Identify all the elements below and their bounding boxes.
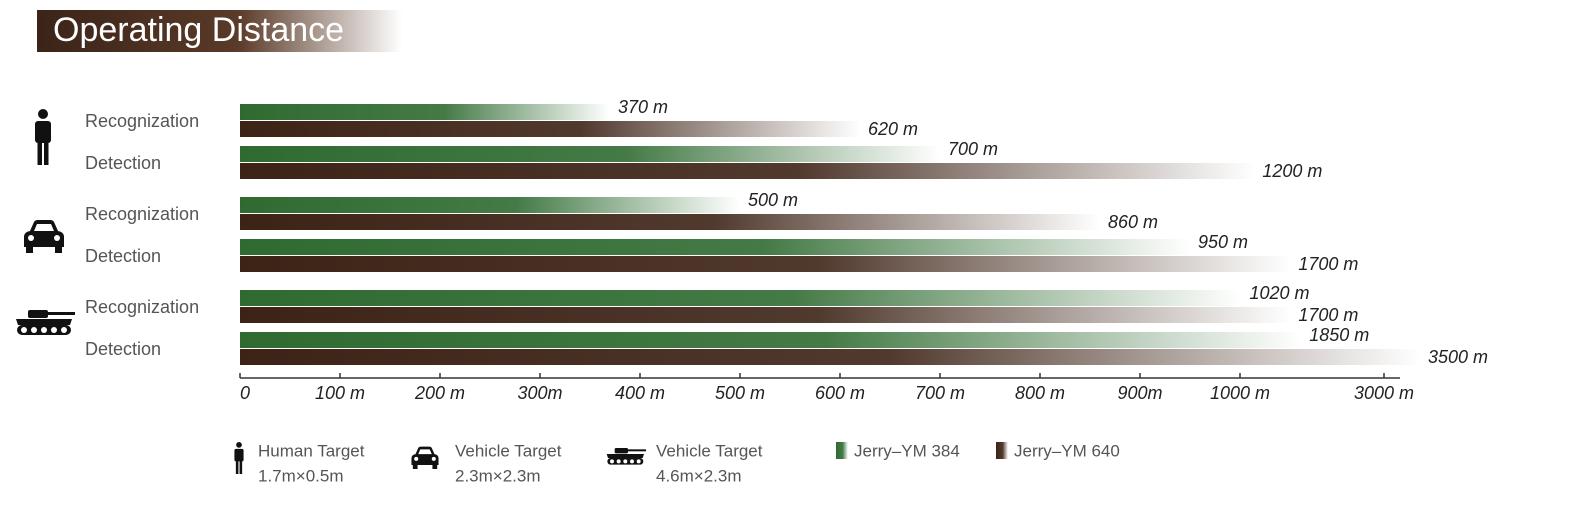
value-label: 950 m [1198, 232, 1248, 252]
x-tick-label: 500 m [715, 383, 765, 403]
legend-human-icon [234, 442, 244, 474]
value-label: 1020 m [1249, 283, 1309, 303]
x-tick-label: 300m [517, 383, 562, 403]
value-label: 1200 m [1262, 161, 1322, 181]
value-label: 370 m [618, 97, 668, 117]
legend-target-size: 1.7m×0.5m [258, 466, 344, 485]
category-label: Detection [85, 153, 161, 173]
category-label: Detection [85, 246, 161, 266]
legend-car-icon [411, 446, 439, 469]
bar [240, 332, 1302, 348]
x-tick-label: 900m [1117, 383, 1162, 403]
bar [240, 256, 1291, 272]
bar [240, 290, 1242, 306]
bar [240, 146, 940, 162]
category-label: Recognization [85, 204, 199, 224]
x-tick-label: 400 m [615, 383, 665, 403]
legend-swatch [996, 442, 1008, 459]
category-label: Recognization [85, 297, 199, 317]
value-label: 700 m [948, 139, 998, 159]
value-label: 620 m [868, 119, 918, 139]
x-tick-label: 600 m [815, 383, 865, 403]
x-tick-label: 0 [240, 383, 250, 403]
bar [240, 239, 1190, 255]
legend-target-size: 4.6m×2.3m [656, 466, 742, 485]
value-label: 1700 m [1298, 305, 1358, 325]
legend-swatch [836, 442, 848, 459]
legend-target-name: Vehicle Target [656, 441, 763, 460]
bar [240, 197, 740, 213]
legend-target-name: Human Target [258, 441, 365, 460]
car-icon [24, 220, 64, 253]
x-tick-label: 800 m [1015, 383, 1065, 403]
value-label: 860 m [1108, 212, 1158, 232]
x-tick-label: 700 m [915, 383, 965, 403]
chart-title: Operating Distance [53, 11, 344, 49]
value-label: 1850 m [1309, 325, 1369, 345]
category-label: Detection [85, 339, 161, 359]
x-tick-label: 3000 m [1354, 383, 1414, 403]
x-tick-label: 100 m [315, 383, 365, 403]
bar [240, 307, 1291, 323]
bar [240, 214, 1100, 230]
value-label: 3500 m [1428, 347, 1488, 367]
bar [240, 163, 1255, 179]
bar [240, 104, 610, 120]
tank-icon [16, 310, 75, 335]
legend-label: Jerry–YM 384 [854, 441, 960, 460]
legend-target-name: Vehicle Target [455, 441, 562, 460]
legend-label: Jerry–YM 640 [1014, 441, 1120, 460]
title-banner [37, 10, 402, 52]
bar [240, 349, 1420, 365]
category-label: Recognization [85, 111, 199, 131]
value-label: 1700 m [1298, 254, 1358, 274]
legend-tank-icon [606, 448, 646, 465]
bar [240, 121, 860, 137]
value-label: 500 m [748, 190, 798, 210]
legend-target-size: 2.3m×2.3m [455, 466, 541, 485]
x-tick-label: 200 m [414, 383, 465, 403]
human-icon [35, 109, 51, 165]
x-tick-label: 1000 m [1210, 383, 1270, 403]
